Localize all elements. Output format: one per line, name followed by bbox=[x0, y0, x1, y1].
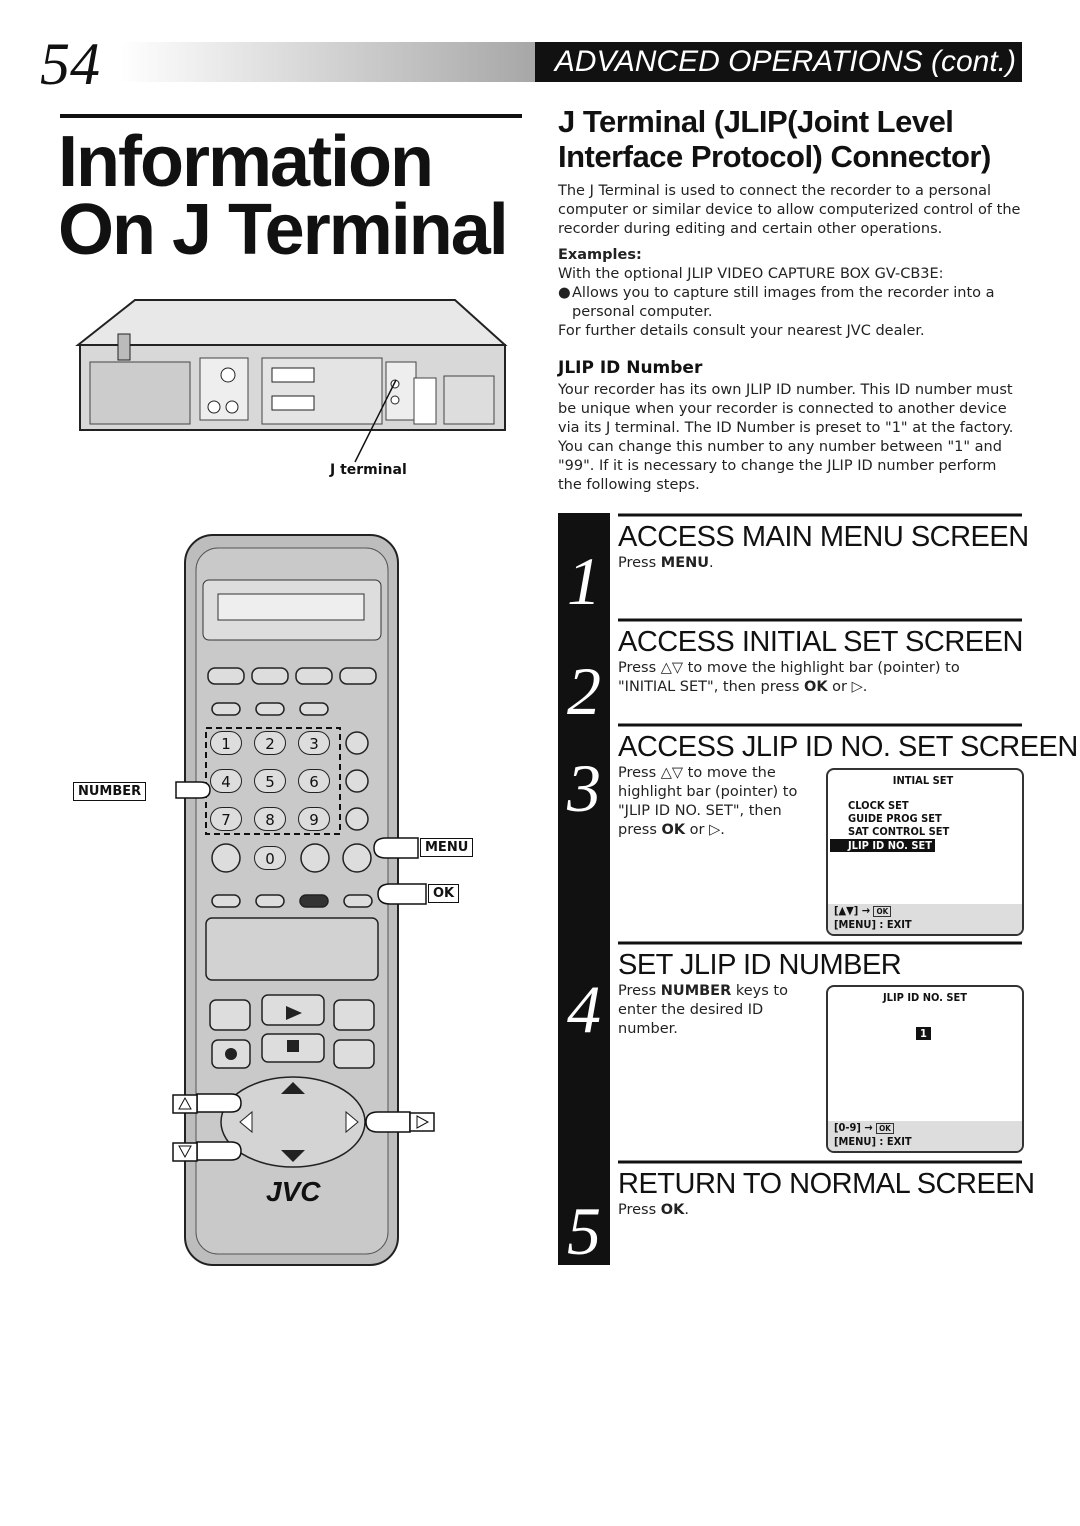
step-text: OK bbox=[804, 679, 828, 695]
article-heading: J Terminal (JLIP(Joint Level Interface Pr… bbox=[558, 104, 991, 174]
step-body: Press △▽ to move the highlight bar (poin… bbox=[618, 659, 1018, 697]
jlip-heading: JLIP ID Number bbox=[558, 358, 703, 378]
screen-item: GUIDE PROG SET bbox=[848, 812, 942, 825]
step-text: Press bbox=[618, 1202, 661, 1218]
screen-footer: [▲▼] → OK [MENU] : EXIT bbox=[828, 904, 1022, 934]
step-title: ACCESS INITIAL SET SCREEN bbox=[618, 626, 1023, 658]
step-text: Press bbox=[618, 555, 661, 571]
screen-item: CLOCK SET bbox=[848, 799, 909, 812]
remote-label: MENU bbox=[420, 838, 474, 857]
remote-label: OK bbox=[428, 884, 460, 903]
step-text: OK bbox=[660, 1202, 685, 1218]
step-text: or ▷. bbox=[685, 822, 725, 838]
screen-footer: [0-9] → OK [MENU] : EXIT bbox=[828, 1121, 1022, 1151]
screen-nav: [0-9] → bbox=[834, 1121, 873, 1134]
remote-key: 2 bbox=[254, 731, 286, 755]
remote-key: 3 bbox=[298, 731, 330, 755]
step-title: SET JLIP ID NUMBER bbox=[618, 949, 902, 981]
screen-title: INTIAL SET bbox=[892, 774, 954, 787]
title-line: On J Terminal bbox=[58, 190, 509, 270]
screen-ok: OK bbox=[876, 1123, 894, 1134]
intro: The J Terminal is used to connect the re… bbox=[558, 183, 1021, 237]
step-body: Press NUMBER keys to enter the desired I… bbox=[618, 982, 808, 1039]
remote-key: 0 bbox=[254, 846, 286, 870]
screen-item: SAT CONTROL SET bbox=[848, 825, 950, 838]
screen-value: 1 bbox=[916, 1027, 931, 1040]
screen-ok: OK bbox=[873, 906, 892, 917]
jlip-text: Your recorder has its own JLIP ID number… bbox=[558, 382, 1014, 493]
example-line: With the optional JLIP VIDEO CAPTURE BOX… bbox=[558, 266, 944, 282]
step-number: 1 bbox=[567, 543, 601, 619]
screen-exit: [MENU] : EXIT bbox=[834, 918, 912, 931]
section-suffix: (cont.) bbox=[930, 45, 1016, 78]
remote-key: 9 bbox=[298, 807, 330, 831]
example-bullet: ● Allows you to capture still images from… bbox=[558, 285, 995, 320]
examples: With the optional JLIP VIDEO CAPTURE BOX… bbox=[558, 265, 1018, 341]
remote-key: 4 bbox=[210, 769, 242, 793]
step-title: RETURN TO NORMAL SCREEN bbox=[618, 1168, 1035, 1200]
screen: JLIP ID NO. SET 1 [0-9] → OK [MENU] : EX… bbox=[826, 985, 1024, 1153]
examples-heading: Examples: bbox=[558, 247, 642, 263]
step-number: 3 bbox=[567, 750, 601, 826]
step-text: or ▷. bbox=[827, 679, 868, 695]
step-text: Press bbox=[618, 983, 661, 999]
example-line: For further details consult your nearest… bbox=[558, 323, 925, 339]
step-text: keys to enter the desired ID number. bbox=[618, 983, 788, 1037]
title-line: Information bbox=[58, 122, 434, 202]
page-number: 54 bbox=[40, 31, 100, 97]
figure-label: J terminal bbox=[330, 462, 407, 478]
step-text: NUMBER bbox=[660, 983, 732, 999]
step-body: Press △▽ to move the highlight bar (poin… bbox=[618, 764, 808, 840]
step-text: Press △▽ to move the highlight bar (poin… bbox=[618, 660, 960, 695]
step-body: Press OK. bbox=[618, 1201, 1018, 1220]
remote-key: 8 bbox=[254, 807, 286, 831]
example-line: Allows you to capture still images from … bbox=[572, 285, 995, 320]
step-text: OK bbox=[661, 822, 686, 838]
remote-key: 5 bbox=[254, 769, 286, 793]
screen-title: JLIP ID NO. SET bbox=[883, 991, 967, 1004]
section: ADVANCED OPERATIONS bbox=[554, 45, 923, 78]
remote-key: 6 bbox=[298, 769, 330, 793]
step-title: ACCESS MAIN MENU SCREEN bbox=[618, 521, 1029, 553]
screen-exit: [MENU] : EXIT bbox=[834, 1135, 912, 1148]
step-number: 4 bbox=[567, 971, 601, 1047]
screen: INTIAL SET CLOCK SET GUIDE PROG SET SAT … bbox=[826, 768, 1024, 936]
step-text: . bbox=[684, 1202, 689, 1218]
step-text: MENU bbox=[660, 555, 710, 571]
step-number: 2 bbox=[567, 653, 601, 729]
remote-label: NUMBER bbox=[73, 782, 147, 801]
screen-nav: [▲▼] → bbox=[834, 904, 871, 917]
section-title: ADVANCED OPERATIONS (cont.) bbox=[535, 42, 1022, 82]
remote-key: 7 bbox=[210, 807, 242, 831]
step-title: ACCESS JLIP ID NO. SET SCREEN bbox=[618, 731, 1078, 763]
heading-line: Interface Protocol) Connector) bbox=[558, 139, 991, 174]
step-text: Press △▽ to move the highlight bar (poin… bbox=[618, 765, 798, 838]
screen-items: CLOCK SET GUIDE PROG SET SAT CONTROL SET bbox=[848, 799, 1022, 838]
step-number: 5 bbox=[567, 1193, 601, 1269]
remote-brand: JVC bbox=[266, 1176, 321, 1207]
step-body: Press MENU. bbox=[618, 554, 1018, 573]
remote-key: 1 bbox=[210, 731, 242, 755]
screen-highlight: JLIP ID NO. SET bbox=[830, 839, 935, 852]
step-text: . bbox=[709, 555, 714, 571]
heading-line: J Terminal (JLIP(Joint Level bbox=[558, 104, 954, 139]
